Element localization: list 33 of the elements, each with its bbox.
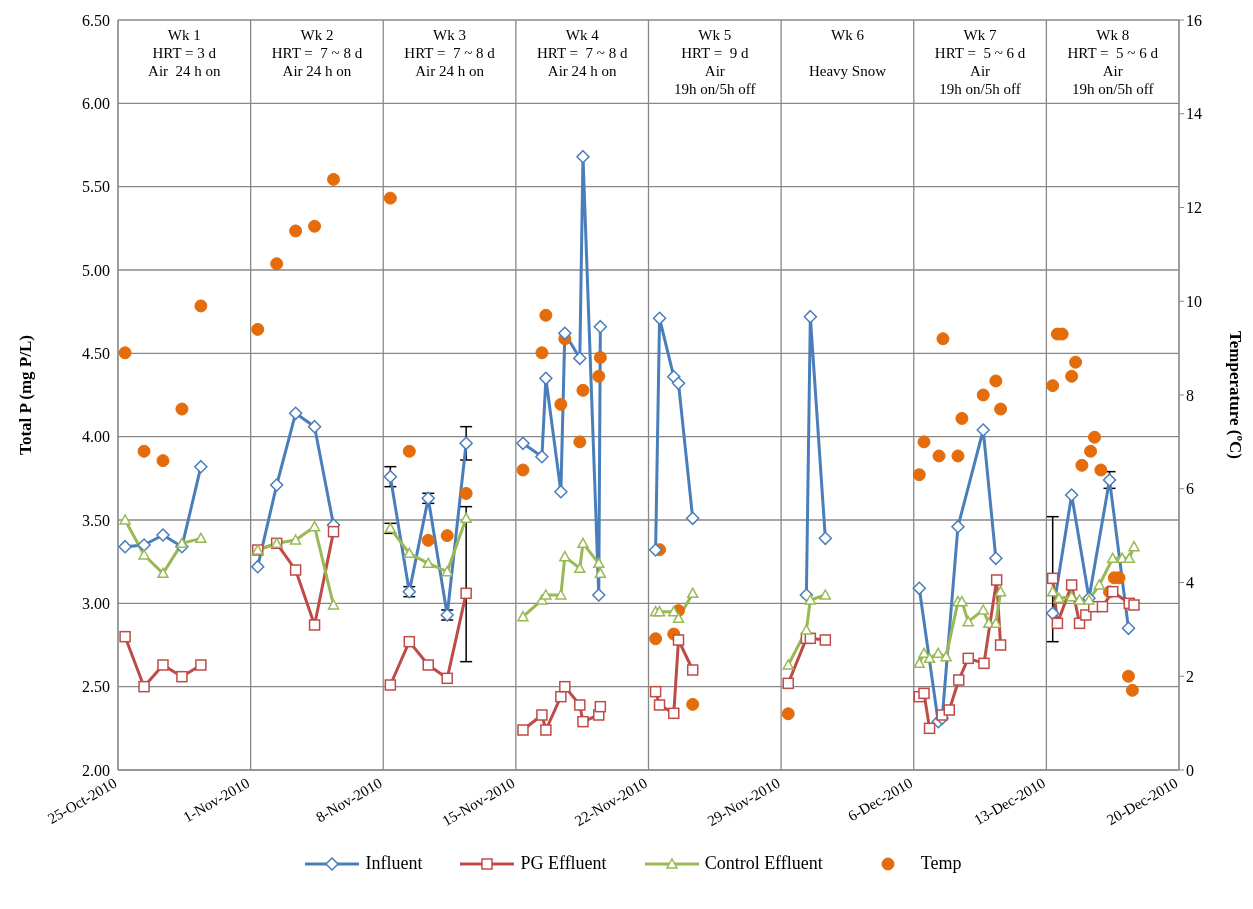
y2-tick-label: 16 (1186, 11, 1202, 29)
y-tick-label: 5.00 (82, 261, 110, 279)
y-tick-label: 6.50 (82, 11, 110, 29)
y2-tick-label: 6 (1186, 480, 1194, 498)
y-tick-label: 2.50 (82, 678, 110, 696)
y2-tick-label: 12 (1186, 199, 1202, 217)
y2-tick-label: 0 (1186, 761, 1194, 779)
legend-label: PG Effluent (520, 853, 607, 874)
y-tick-label: 5.50 (82, 178, 110, 196)
legend-label: Control Effluent (704, 853, 823, 874)
y2-tick-label: 4 (1186, 574, 1194, 592)
annotation: Wk 8 HRT = 5 ~ 6 d Air 19h on/5h off (1066, 26, 1159, 98)
y2-tick-label: 8 (1186, 386, 1194, 404)
y2-tick-label: 2 (1186, 667, 1194, 685)
y2-tick-label: 14 (1186, 105, 1202, 123)
y-tick-label: 4.50 (82, 345, 110, 363)
y2-axis-title: Temperature (ºC) (1225, 331, 1245, 459)
annotation: Wk 3 HRT = 7 ~ 8 d Air 24 h on (403, 26, 496, 80)
y-tick-label: 3.00 (82, 595, 110, 613)
annotation: Wk 2 HRT = 7 ~ 8 d Air 24 h on (270, 26, 364, 80)
annotation: Wk 4 HRT = 7 ~ 8 d Air 24 h on (536, 26, 629, 80)
y-tick-label: 2.00 (82, 761, 110, 779)
y-tick-label: 6.00 (82, 95, 110, 113)
annotation: Wk 1 HRT = 3 d Air 24 h on (147, 26, 222, 80)
y2-tick-label: 10 (1186, 292, 1202, 310)
text: Wk 6 Heavy Snow (808, 27, 886, 79)
y-tick-label: 3.50 (82, 511, 110, 529)
legend-label: Influent (365, 853, 423, 874)
y-tick-label: 4.00 (82, 428, 110, 446)
y-axis-title: Total P (mg P/L) (16, 335, 36, 455)
annotation: Wk 7 HRT = 5 ~ 6 d Air 19h on/5h off (933, 26, 1027, 98)
annotation: Wk 5 HRT = 9 d Air 19h on/5h off (673, 26, 757, 98)
legend-label: Temp (920, 853, 962, 874)
